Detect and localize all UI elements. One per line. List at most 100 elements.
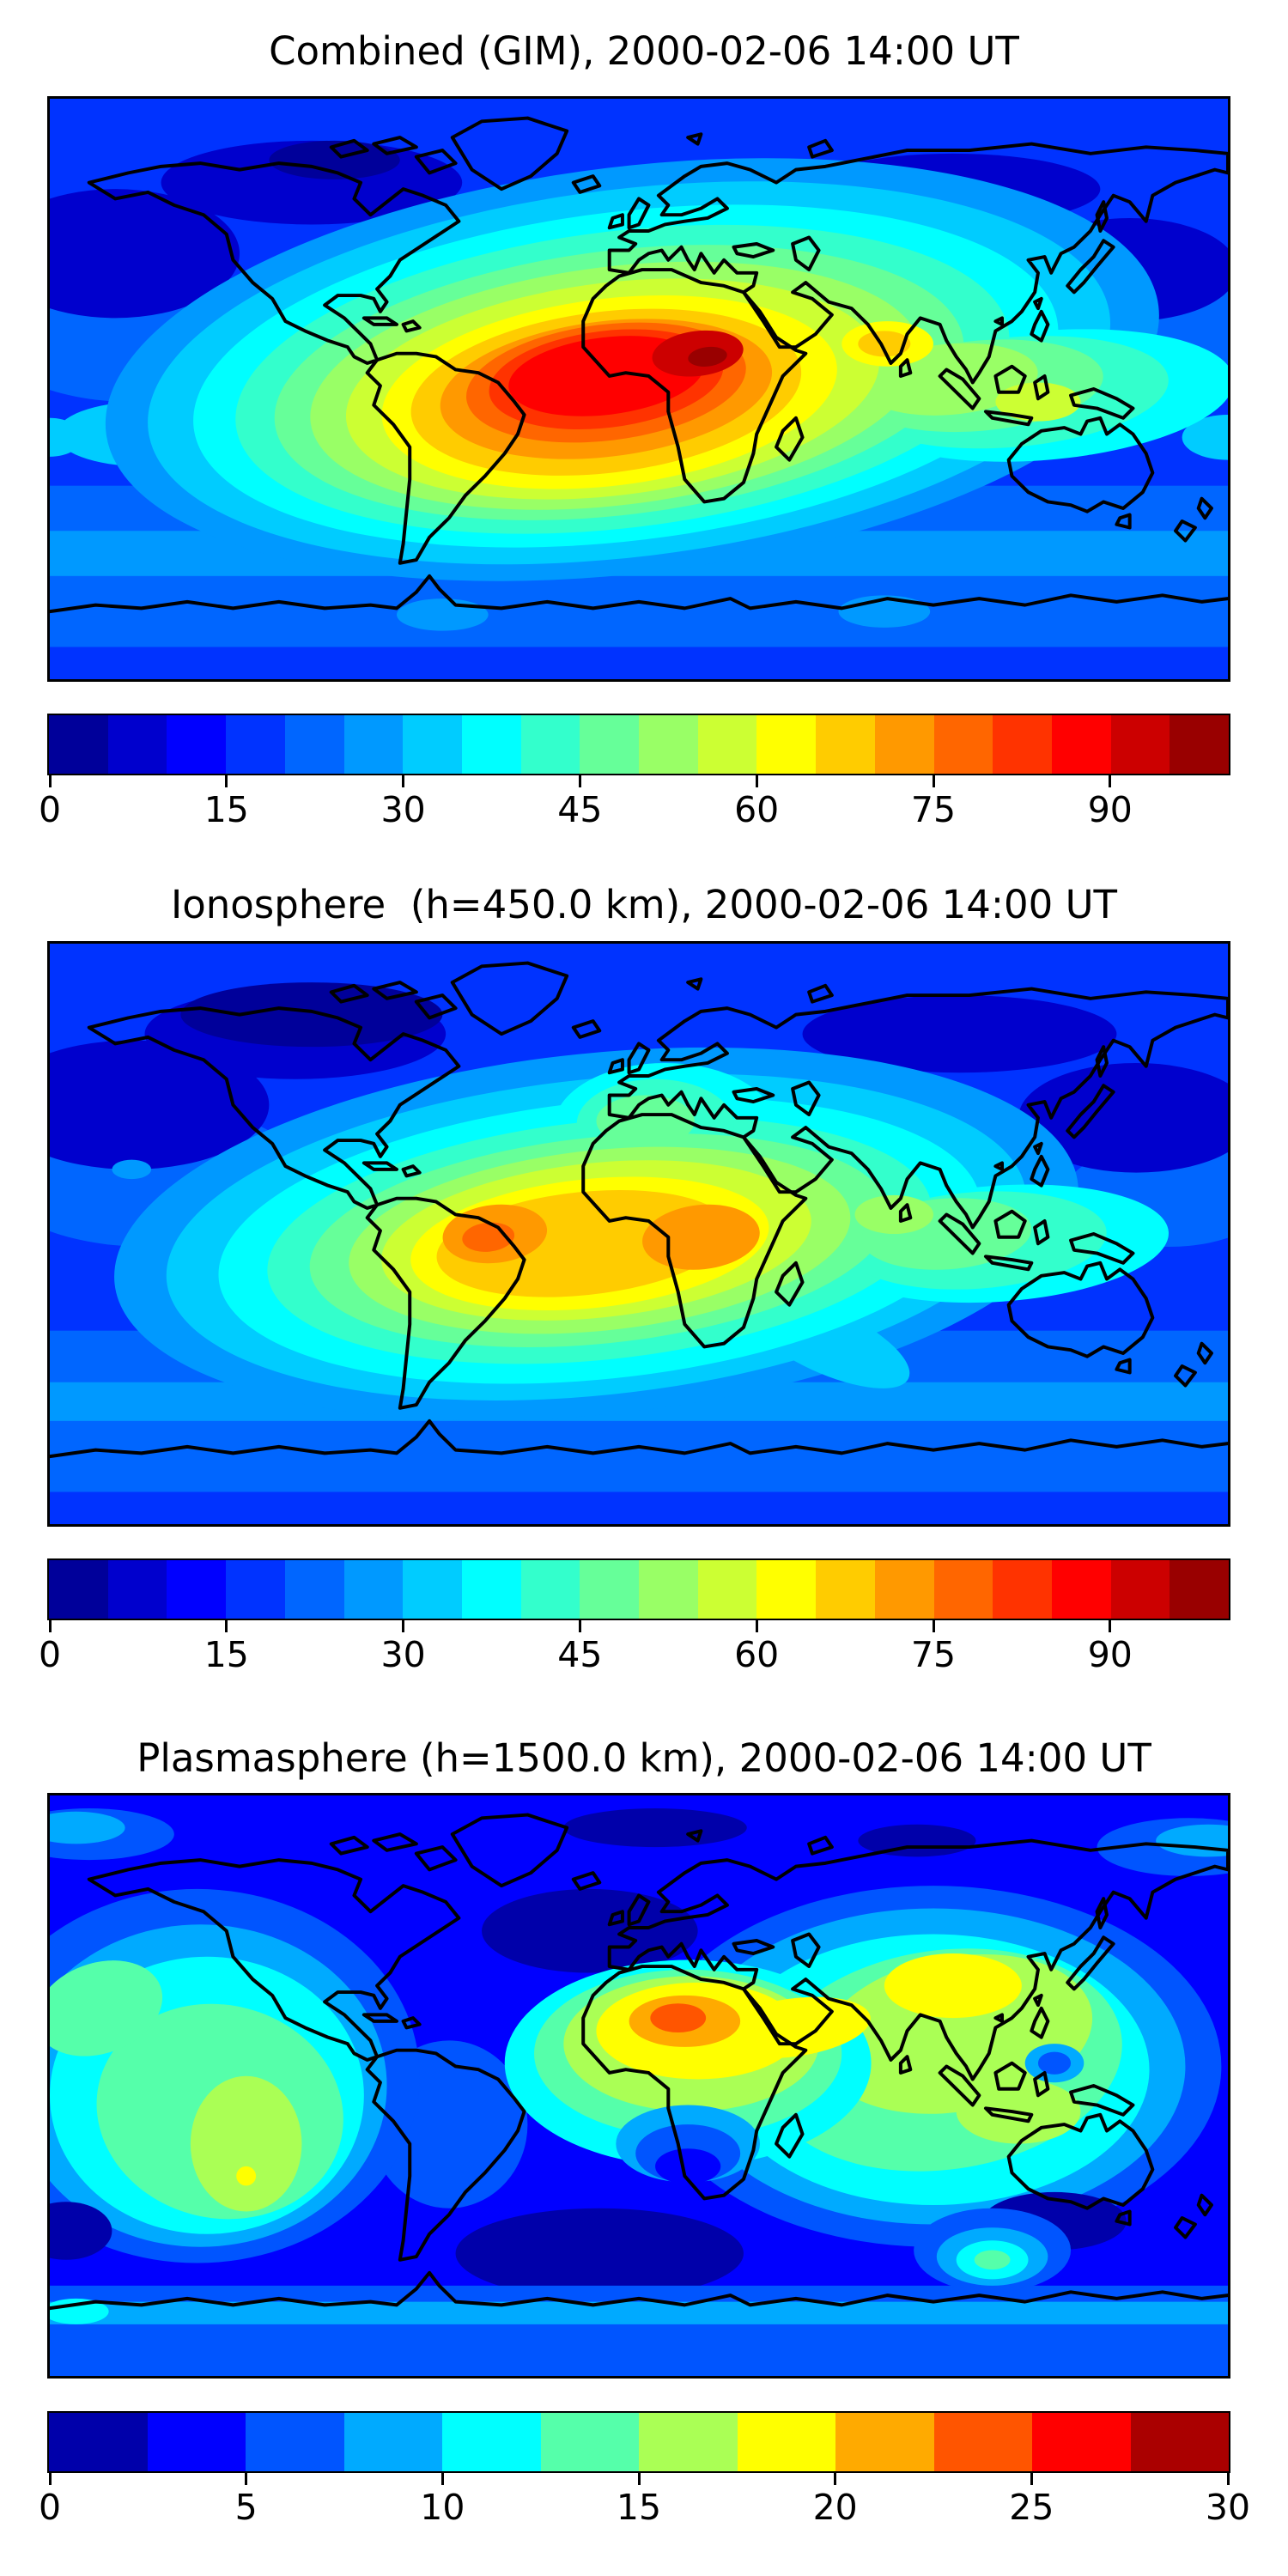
colorbar-segment	[1130, 2413, 1229, 2471]
colorbar-segment	[993, 715, 1052, 774]
colorbar-segment	[49, 2413, 148, 2471]
colorbar-tick	[48, 775, 52, 787]
colorbar-segment	[403, 1560, 462, 1619]
colorbar-segment	[816, 1560, 875, 1619]
colorbar-segment	[343, 2413, 442, 2471]
colorbar-segment	[816, 715, 875, 774]
subplot-title-combined: Combined (GIM), 2000-02-06 14:00 UT	[269, 28, 1019, 74]
colorbar-segment	[540, 2413, 639, 2471]
world-map-ionosphere	[47, 941, 1230, 1527]
colorbar-segment	[520, 1560, 580, 1619]
colorbar-segment	[284, 1560, 344, 1619]
colorbar-axis-plasmasphere: 0 5 10 15 20 25 30	[39, 2473, 1250, 2542]
colorbar-segment	[874, 715, 934, 774]
colorbar-segment	[520, 715, 580, 774]
colorbar-tick-label: 90	[1087, 789, 1133, 830]
colorbar-tick-label: 15	[616, 2487, 662, 2528]
contour-band	[802, 995, 1117, 1073]
colorbar-tick	[637, 2473, 641, 2485]
colorbar-segment	[49, 1560, 108, 1619]
contour-band	[563, 1808, 747, 1848]
colorbar-segment	[167, 715, 227, 774]
colorbar-tick	[440, 2473, 444, 2485]
colorbar-segment	[639, 715, 698, 774]
colorbar-tick	[755, 1620, 758, 1632]
colorbar-tick	[245, 2473, 248, 2485]
colorbar-axis-ionosphere: 0 15 30 45 60 75 90	[39, 1620, 1228, 1689]
colorbar-tick	[578, 1620, 581, 1632]
contour-band	[112, 1159, 152, 1180]
colorbar-segment	[246, 2413, 344, 2471]
colorbar-segment	[580, 1560, 640, 1619]
colorbar-segment	[737, 2413, 835, 2471]
contour-band	[1018, 1062, 1228, 1173]
colorbar-tick-label: 20	[812, 2487, 858, 2528]
contour-band	[50, 2301, 1228, 2324]
colorbar-tick-label: 60	[734, 789, 780, 830]
colorbar-tick-label: 75	[910, 1634, 957, 1675]
colorbar-tick-label: 0	[38, 789, 62, 830]
colorbar-tick	[48, 2473, 52, 2485]
colorbar-segment	[697, 1560, 757, 1619]
contour-plot-ionosphere	[50, 944, 1228, 1524]
colorbar-segment	[49, 715, 108, 774]
colorbar-tick-label: 15	[204, 789, 249, 830]
colorbar-segment	[107, 715, 167, 774]
subplot-title-plasmasphere: Plasmasphere (h=1500.0 km), 2000-02-06 1…	[137, 1735, 1151, 1781]
colorbar-segment	[756, 1560, 817, 1619]
colorbar-segment	[639, 2413, 738, 2471]
colorbar-segment	[461, 715, 521, 774]
colorbar-tick	[578, 775, 581, 787]
colorbar-tick-label: 30	[380, 789, 426, 830]
colorbar-combined	[47, 714, 1230, 775]
colorbar-tick	[48, 1620, 52, 1632]
colorbar-tick	[1109, 1620, 1112, 1632]
contour-band	[50, 1040, 270, 1170]
colorbar-segment	[639, 1560, 698, 1619]
colorbar-tick	[1226, 2473, 1230, 2485]
colorbar-tick	[755, 775, 758, 787]
contour-band	[1037, 2051, 1072, 2075]
colorbar-tick	[402, 1620, 405, 1632]
colorbar-segment	[1110, 1560, 1170, 1619]
contour-band	[596, 1095, 695, 1147]
colorbar-segment	[1170, 715, 1230, 774]
colorbar-tick-label: 30	[1205, 2487, 1251, 2528]
contour-band	[236, 2166, 257, 2186]
contour-band	[396, 598, 489, 631]
colorbar-tick	[834, 2473, 837, 2485]
colorbar-segment	[403, 715, 462, 774]
colorbar-tick-label: 45	[557, 1634, 603, 1675]
colorbar-ionosphere	[47, 1558, 1230, 1620]
colorbar-segment	[1170, 1560, 1230, 1619]
contour-band	[482, 1888, 698, 1973]
contour-band	[50, 1811, 125, 1844]
colorbar-tick-label: 0	[38, 2487, 62, 2528]
contour-band	[974, 2250, 1011, 2270]
contour-band	[455, 2208, 744, 2299]
contour-band	[688, 346, 727, 367]
colorbar-tick-label: 90	[1087, 1634, 1133, 1675]
colorbar-segment	[697, 715, 757, 774]
colorbar-tick	[1109, 775, 1112, 787]
contour-plot-combined	[50, 99, 1228, 679]
colorbar-tick-label: 0	[38, 1634, 62, 1675]
colorbar-tick-label: 25	[1009, 2487, 1054, 2528]
colorbar-segment	[1051, 715, 1111, 774]
contour-band	[1182, 415, 1228, 460]
colorbar-segment	[835, 2413, 934, 2471]
colorbar-segment	[284, 715, 344, 774]
contour-band	[50, 417, 83, 457]
colorbar-segment	[580, 715, 640, 774]
contour-band	[50, 2202, 112, 2260]
colorbar-segment	[226, 715, 285, 774]
colorbar-segment	[461, 1560, 521, 1619]
colorbar-segment	[343, 715, 404, 774]
colorbar-segment	[993, 1560, 1052, 1619]
colorbar-tick	[932, 775, 935, 787]
contour-plot-plasmasphere	[50, 1795, 1228, 2376]
colorbar-segment	[343, 1560, 404, 1619]
colorbar-tick-label: 75	[910, 789, 957, 830]
colorbar-tick	[932, 1620, 935, 1632]
contour-band	[180, 982, 443, 1048]
